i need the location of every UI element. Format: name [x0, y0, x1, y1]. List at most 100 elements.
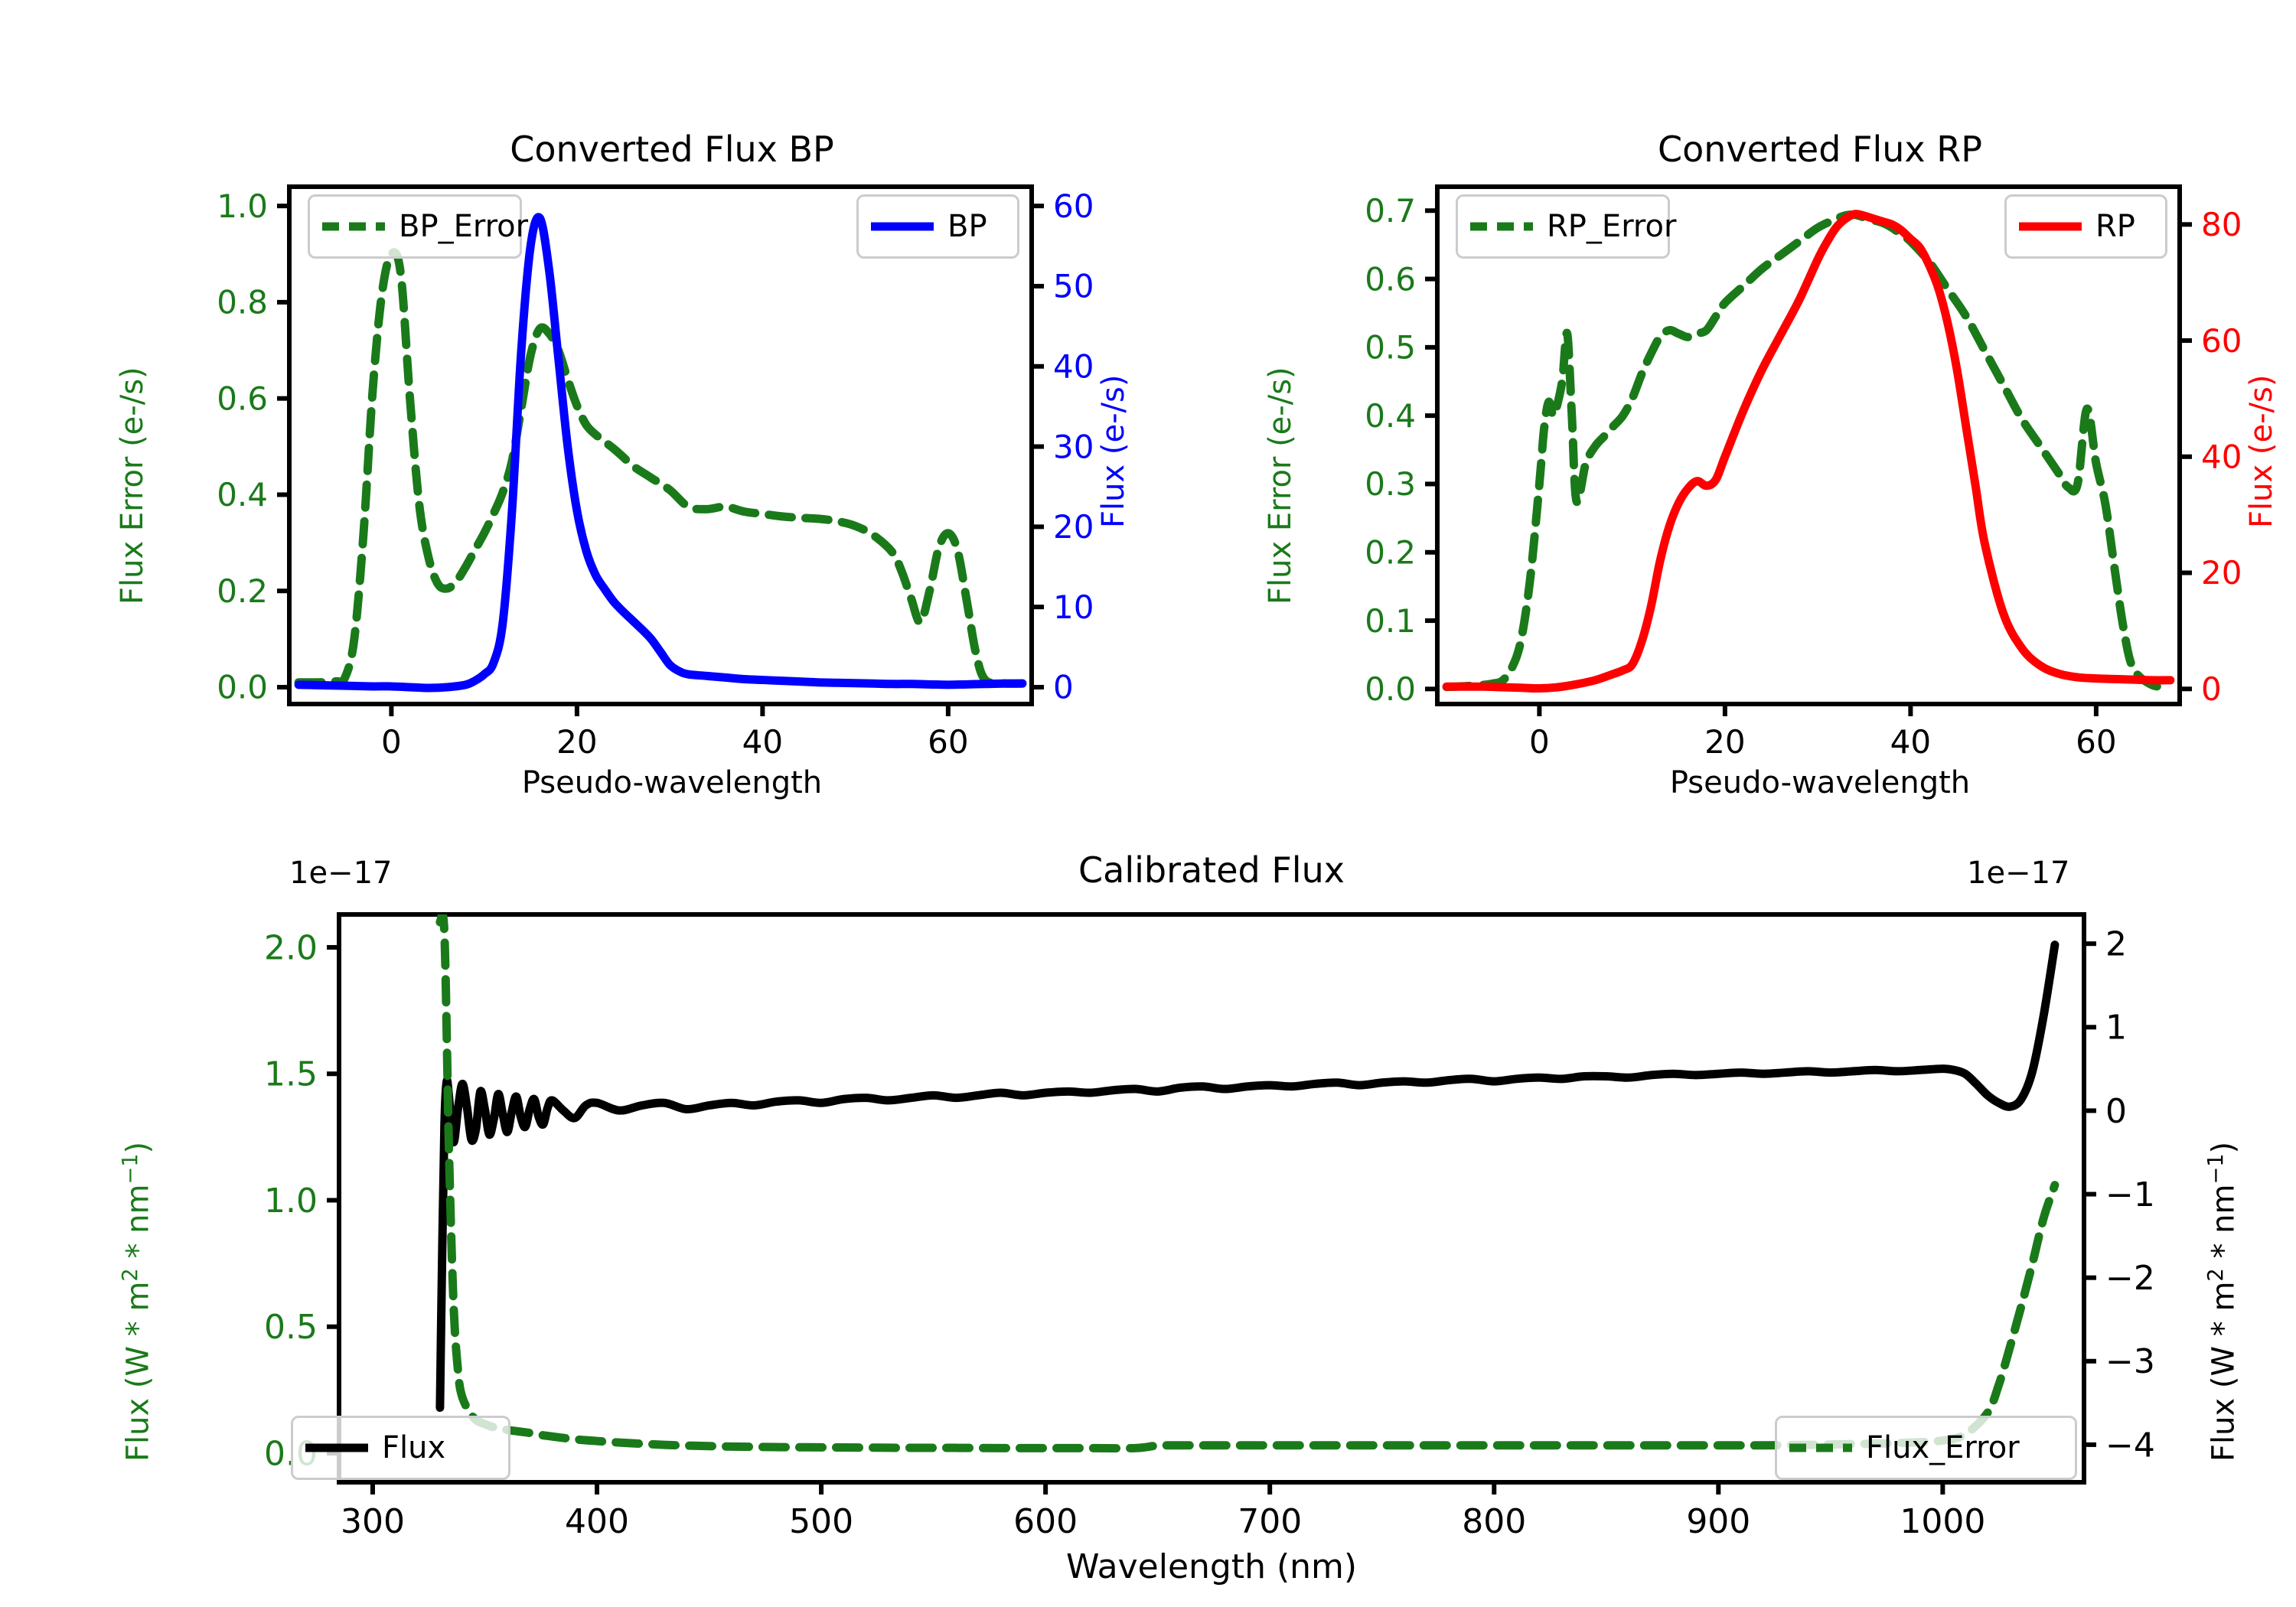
cal-offset-right: 1e−17 [1967, 856, 2070, 891]
x-tick-label: 300 [341, 1502, 405, 1541]
rp-legend-error-swatch [1470, 222, 1533, 231]
cal-legend-flux[interactable]: Flux [291, 1416, 510, 1480]
bp-legend-error[interactable]: BP_Error [308, 194, 528, 259]
series-line-bp [294, 213, 1027, 693]
series-line-flux_error [435, 914, 2060, 1453]
rp-plot-svg: 0 20 40 60 0.0 0.1 0.2 0.3 0.4 0.5 0.6 0.7 0 20 40 60 80 [1365, 184, 2242, 761]
y-tick-label-left: 1.5 [264, 1055, 318, 1094]
y-tick-label-left: 0.2 [1365, 533, 1416, 571]
y-tick-label-left: 0.2 [217, 572, 268, 610]
y-tick-label-left: 0.8 [217, 284, 268, 321]
rp-legend-flux-swatch [2019, 222, 2082, 231]
x-tick-label: 900 [1686, 1502, 1750, 1541]
bp-legend-error-swatch [322, 222, 385, 231]
y-tick-label-right: 20 [1053, 508, 1094, 546]
y-tick-label-left: 0.4 [217, 476, 268, 513]
bp-legend-flux-label: BP [947, 209, 987, 244]
y-tick-label-right: 40 [1053, 347, 1094, 385]
y-tick-label-right: −2 [2105, 1259, 2155, 1298]
x-tick-label: 1000 [1900, 1502, 1985, 1541]
cal-ylabel-right-p1: Flux (W * m [2206, 1281, 2242, 1462]
y-tick-label-right: 40 [2201, 438, 2242, 475]
y-tick-label-left: 0.5 [1365, 329, 1416, 367]
cal-ylabel-left-sup2: −1 [119, 1153, 142, 1185]
y-tick-label-left: 0.0 [1365, 670, 1416, 708]
cal-ylabel-left-p2: * nm [120, 1184, 156, 1269]
rp-legend-flux-label: RP [2095, 209, 2135, 244]
rp-legend-flux[interactable]: RP [2004, 194, 2167, 259]
x-tick-label: 0 [1529, 723, 1550, 761]
y-tick-label-right: 1 [2105, 1009, 2127, 1048]
y-tick-label-right: −3 [2105, 1342, 2155, 1381]
y-tick-label-left: 0.3 [1365, 465, 1416, 503]
x-tick-label: 500 [789, 1502, 853, 1541]
panel-calibrated-flux: Calibrated Flux 1e−17 1e−17 300 400 500 600… [0, 826, 2296, 1607]
cal-legend-flux-error-label: Flux_Error [1866, 1430, 2020, 1465]
y-tick-label-right: 2 [2105, 925, 2127, 964]
cal-legend-flux-label: Flux [382, 1430, 446, 1465]
cal-ylabel-right: Flux (W * m2 * nm−1) [2204, 1142, 2241, 1462]
cal-ylabel-right-sup2: −1 [2204, 1153, 2228, 1185]
bp-title: Converted Flux BP [510, 129, 834, 170]
cal-legend-flux-error[interactable]: Flux_Error [1775, 1416, 2077, 1480]
cal-title: Calibrated Flux [1078, 849, 1345, 891]
rp-title: Converted Flux RP [1658, 129, 1982, 170]
y-tick-label-left: 1.0 [264, 1182, 318, 1221]
y-tick-label-right: 0 [1053, 669, 1074, 706]
x-tick-label: 0 [381, 723, 402, 761]
cal-ylabel-right-p3: ) [2206, 1141, 2242, 1154]
y-tick-label-left: 0.6 [217, 380, 268, 417]
x-tick-label: 40 [1890, 723, 1931, 761]
y-tick-label-left: 0.0 [217, 669, 268, 706]
x-tick-label: 20 [556, 723, 597, 761]
y-tick-label-right: −1 [2105, 1175, 2155, 1214]
y-tick-label-left: 2.0 [264, 928, 318, 967]
y-tick-label-right: 60 [2201, 322, 2242, 360]
y-tick-label-left: 1.0 [217, 187, 268, 225]
cal-ylabel-right-sup1: 2 [2204, 1268, 2228, 1282]
bp-ylabel-left: Flux Error (e-/s) [115, 367, 150, 605]
bp-plot-svg: 0 20 40 60 0.0 0.2 0.4 0.6 0.8 1.0 0 10 20 30 40 50 60 [217, 184, 1094, 761]
x-tick-label: 40 [742, 723, 783, 761]
y-tick-label-left: 0.4 [1365, 397, 1416, 435]
cal-ylabel-left: Flux (W * m2 * nm−1) [119, 1142, 155, 1462]
series-line-rp [1442, 210, 2175, 693]
cal-legend-flux-swatch [305, 1443, 368, 1452]
series-line-bp_error [294, 248, 1027, 688]
x-tick-label: 700 [1238, 1502, 1302, 1541]
cal-plot-svg: 30040050060070080090010000.00.51.01.52.0… [264, 912, 2155, 1541]
y-tick-label-left: 0.1 [1365, 602, 1416, 640]
y-tick-label-left: 0.6 [1365, 260, 1416, 298]
y-tick-label-right: 10 [1053, 588, 1094, 626]
panel-converted-flux-rp: Converted Flux RP 0 20 40 60 0.0 0.1 0.2 0.3 0.4… [1148, 0, 2296, 826]
cal-xlabel: Wavelength (nm) [1065, 1547, 1358, 1586]
rp-ylabel-right: Flux (e-/s) [2244, 374, 2279, 528]
y-tick-label-right: 0 [2201, 670, 2222, 708]
y-tick-label-right: 0 [2105, 1092, 2127, 1131]
cal-ylabel-right-p2: * nm [2206, 1184, 2242, 1269]
y-tick-label-right: 50 [1053, 268, 1094, 305]
cal-ylabel-left-p3: ) [120, 1141, 156, 1154]
series-line-rp_error [1442, 210, 2175, 692]
panel-converted-flux-bp: Converted Flux BP 0 20 40 60 0.0 0.2 0.4 0.6 0.8… [0, 0, 1148, 826]
bp-ylabel-right: Flux (e-/s) [1096, 374, 1131, 528]
bp-legend-flux[interactable]: BP [856, 194, 1019, 259]
x-tick-label: 60 [928, 723, 968, 761]
x-tick-label: 400 [565, 1502, 629, 1541]
bp-legend-flux-swatch [871, 222, 934, 231]
series-line-flux [435, 940, 2060, 1412]
cal-ylabel-left-sup1: 2 [119, 1268, 142, 1282]
rp-xlabel: Pseudo-wavelength [1669, 765, 1971, 800]
rp-ylabel-left: Flux Error (e-/s) [1263, 367, 1298, 605]
cal-ylabel-left-p1: Flux (W * m [120, 1281, 156, 1462]
x-tick-label: 60 [2076, 723, 2116, 761]
y-tick-label-right: 20 [2201, 554, 2242, 592]
rp-legend-error-label: RP_Error [1547, 209, 1677, 244]
y-tick-label-right: −4 [2105, 1426, 2155, 1465]
y-tick-label-right: 60 [1053, 187, 1094, 225]
cal-legend-flux-error-swatch [1789, 1443, 1852, 1452]
cal-offset-left: 1e−17 [289, 856, 393, 891]
x-tick-label: 600 [1013, 1502, 1078, 1541]
rp-legend-error[interactable]: RP_Error [1456, 194, 1676, 259]
